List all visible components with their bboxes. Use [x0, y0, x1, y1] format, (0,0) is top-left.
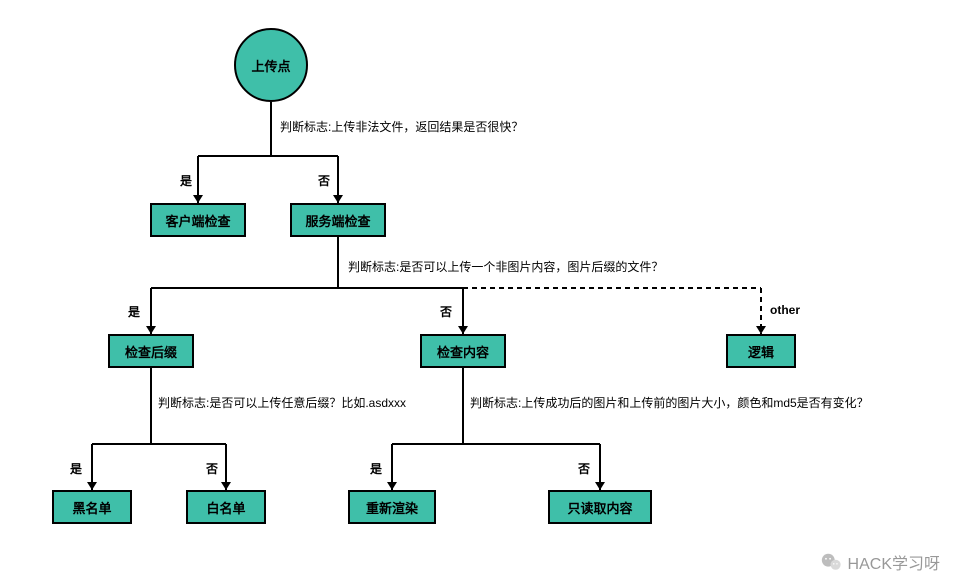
edge-label-l_no1: 否 — [318, 172, 330, 189]
node-whitelist: 白名单 — [186, 490, 266, 524]
node-root: 上传点 — [234, 28, 308, 102]
node-readonly: 只读取内容 — [548, 490, 652, 524]
node-blacklist: 黑名单 — [52, 490, 132, 524]
edge-label-l_yes4: 是 — [370, 460, 382, 477]
edge-label-l_no2: 否 — [440, 303, 452, 320]
edge-label-l_no3: 否 — [206, 460, 218, 477]
criteria-c1: 判断标志:上传非法文件，返回结果是否很快？ — [280, 118, 523, 135]
edge-label-l_yes2: 是 — [128, 303, 140, 320]
criteria-c2: 判断标志:是否可以上传一个非图片内容，图片后缀的文件？ — [348, 258, 663, 275]
node-server: 服务端检查 — [290, 203, 386, 237]
flowchart-canvas: 上传点客户端检查 服务端检查检查后缀 检查内容 逻辑黑名单 白名单 重新渲染 只读取内容 判断… — [0, 0, 960, 588]
edge-label-l_yes3: 是 — [70, 460, 82, 477]
edge-label-l_yes1: 是 — [180, 172, 192, 189]
node-rerender: 重新渲染 — [348, 490, 436, 524]
watermark-text: HACK学习呀 — [848, 550, 940, 574]
edge-label-l_no4: 否 — [578, 460, 590, 477]
node-check_ext: 检查后缀 — [108, 334, 194, 368]
criteria-c3: 判断标志:是否可以上传任意后缀？比如.asdxxx — [158, 394, 406, 411]
edge-label-l_other: other — [770, 303, 800, 317]
node-logic: 逻辑 — [726, 334, 796, 368]
wechat-icon — [820, 551, 842, 573]
watermark: HACK学习呀 — [820, 550, 940, 574]
node-check_cont: 检查内容 — [420, 334, 506, 368]
criteria-c4: 判断标志:上传成功后的图片和上传前的图片大小，颜色和md5是否有变化？ — [470, 394, 869, 411]
node-client: 客户端检查 — [150, 203, 246, 237]
